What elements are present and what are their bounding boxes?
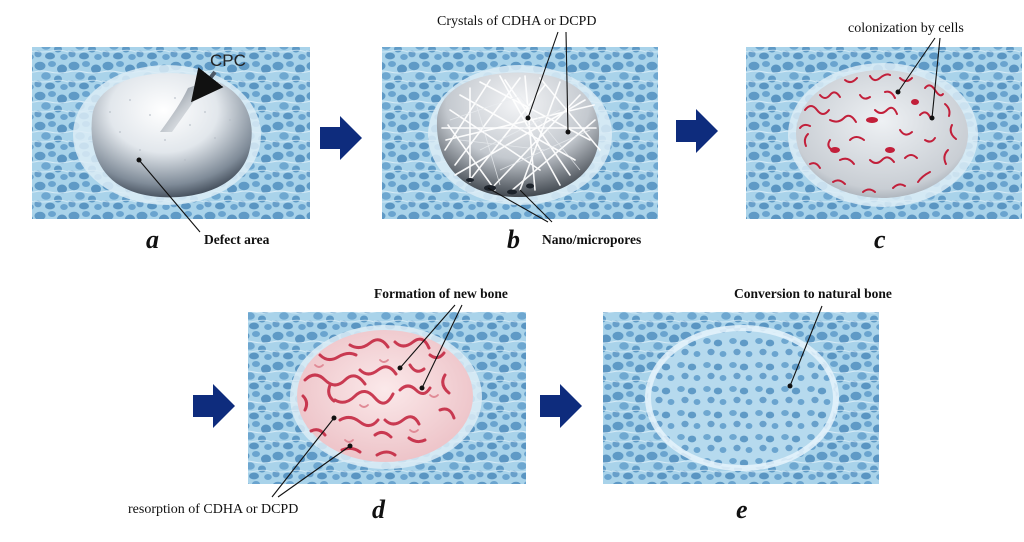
panel-e-leader	[789, 305, 823, 387]
arrow-row2-start	[193, 384, 235, 428]
panel-b-crystal-fill	[436, 72, 600, 198]
panel-c-letter: c	[874, 225, 886, 254]
panel-b-letter: b	[507, 225, 520, 254]
panel-d-cells	[314, 359, 439, 443]
panel-d-resorption-leader-2	[277, 445, 351, 498]
panel-c-leader-1	[897, 37, 936, 93]
panel-a: CPC Defect area a	[32, 47, 310, 254]
panel-d-letter: d	[372, 495, 386, 524]
panel-d-resorption-label: resorption of CDHA or DCPD	[128, 502, 298, 517]
panel-a-letter: a	[146, 225, 159, 254]
panel-e-boundary	[645, 325, 839, 471]
panel-b-crystals-label: Crystals of CDHA or DCPD	[437, 14, 596, 29]
panel-c: colonization by cells c	[746, 21, 1022, 254]
panel-b-crystals-dot-1	[525, 115, 531, 121]
panel-e-regenerated-bone	[648, 328, 836, 468]
panel-b-crystals-dot-2	[565, 129, 571, 135]
panel-d-resorption-leader-1	[271, 417, 335, 498]
panel-c-dot-1	[895, 89, 901, 95]
panel-c-colonization-label: colonization by cells	[848, 21, 964, 36]
panel-a-defect-label: Defect area	[204, 232, 270, 247]
panel-d-formation-leader-1	[399, 304, 456, 369]
panel-c-leader-2	[931, 37, 941, 119]
panel-e-dot	[787, 383, 793, 389]
arrow-d-e	[540, 384, 582, 428]
arrow-b-c	[676, 109, 718, 153]
panel-b-crystals	[441, 75, 601, 193]
panel-e-letter: e	[736, 495, 748, 524]
panel-d-formation-dot-2	[419, 385, 425, 391]
panel-b-pores-leader-2	[519, 189, 553, 223]
panel-c-cell-bodies	[830, 99, 919, 153]
arrow-a-b	[320, 116, 362, 160]
panel-d-resorption-dot-1	[331, 415, 337, 421]
panel-d: Formation of new bone resorption of CDHA…	[128, 286, 526, 524]
panel-b: Crystals of CDHA or DCPD Nano/micropores…	[382, 14, 658, 254]
panel-a-cpc-label: CPC	[210, 51, 246, 70]
panel-c-cells	[799, 73, 957, 193]
panel-e: Conversion to natural bone e	[603, 286, 892, 524]
panel-d-bone-network	[301, 337, 456, 457]
panel-b-pores-label: Nano/micropores	[542, 232, 641, 247]
panel-c-cement	[796, 70, 968, 198]
panel-a-defect-leader	[138, 159, 201, 233]
panel-b-crystals-fine	[449, 89, 591, 186]
panel-d-new-bone	[297, 330, 473, 462]
panel-d-resorption-dot-2	[347, 443, 353, 449]
panel-c-dot-2	[929, 115, 935, 121]
panel-d-formation-leader-2	[421, 304, 463, 389]
panel-b-pores	[466, 178, 534, 195]
panel-b-pores-leader-1	[487, 187, 549, 223]
panel-a-cpc-speckle	[109, 97, 231, 161]
panel-a-cpc-arrow	[191, 67, 224, 103]
panel-b-crystals-leader-1	[527, 31, 559, 119]
panel-a-cpc-fill	[91, 73, 252, 198]
panel-d-formation-label: Formation of new bone	[374, 286, 508, 301]
panel-b-crystals-leader-2	[565, 31, 569, 133]
panel-d-formation-dot-1	[397, 365, 403, 371]
panel-e-conversion-label: Conversion to natural bone	[734, 286, 892, 301]
